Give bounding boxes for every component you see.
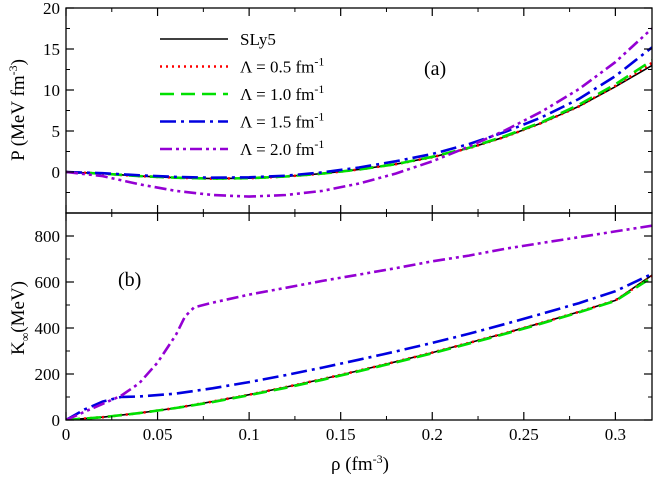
panel-a-series-l20	[66, 27, 652, 198]
legend-label-text: SLy5	[240, 30, 276, 49]
legend-item-sly5: SLy5	[160, 30, 276, 49]
x-tick-label: 0	[62, 425, 71, 444]
panel-a-ticks: 0 5 10 15 20	[43, 0, 652, 214]
legend-item-l20: Λ = 2.0 fm-1	[160, 137, 324, 159]
legend-item-l05: Λ = 0.5 fm-1	[160, 55, 324, 77]
y-tick-label: 0	[52, 163, 61, 182]
legend-label-text: Λ = 1.5 fm	[240, 113, 314, 132]
y-tick-label: 400	[35, 319, 61, 338]
y-axis-label-unit: (MeV)	[8, 281, 29, 333]
panel-a-series-sly5	[66, 64, 652, 180]
x-tick-label: 0.25	[509, 425, 539, 444]
panel-b-series-l20	[66, 224, 652, 420]
panel-a-y-axis-label: P (MeV fm-3)	[6, 59, 29, 161]
panel-a-series-l15	[66, 46, 652, 180]
x-axis-label-superscript: -3	[373, 452, 383, 466]
x-axis-label: ρ (fm-3)	[331, 452, 389, 475]
y-tick-label: 20	[43, 0, 60, 18]
panel-a-series-l10	[66, 59, 652, 180]
y-axis-label-close: )	[8, 59, 29, 65]
panel-b-label: (b)	[118, 269, 141, 291]
legend-label: Λ = 1.0 fm-1	[240, 82, 324, 104]
panel-b-series-l15	[66, 272, 652, 420]
y-tick-label: 15	[43, 40, 60, 59]
legend-label-superscript: -1	[314, 82, 324, 96]
panel-b-y-axis-label: K∞(MeV)	[8, 281, 32, 355]
legend-label: Λ = 2.0 fm-1	[240, 137, 324, 159]
y-tick-label: 600	[35, 273, 61, 292]
x-axis-label-text: ρ (fm	[331, 454, 373, 475]
y-axis-label-text: P (MeV fm	[8, 75, 29, 161]
legend-item-l15: Λ = 1.5 fm-1	[160, 110, 324, 132]
y-axis-label-text: K	[8, 341, 29, 355]
y-axis-label-subscript: ∞	[18, 333, 32, 342]
legend-label-superscript: -1	[314, 55, 324, 69]
legend-label: SLy5	[240, 30, 276, 49]
legend-label-text: Λ = 0.5 fm	[240, 58, 314, 77]
legend-item-l10: Λ = 1.0 fm-1	[160, 82, 324, 104]
legend-label-text: Λ = 1.0 fm	[240, 85, 314, 104]
x-tick-label: 0.2	[422, 425, 443, 444]
y-tick-label: 200	[35, 365, 61, 384]
panel-a-label: (a)	[424, 58, 446, 80]
panel-b-series-l05	[66, 275, 652, 420]
legend-label: Λ = 0.5 fm-1	[240, 55, 324, 77]
x-tick-label: 0.05	[143, 425, 173, 444]
panel-b-ticks: 0 200 400 600 800 0 0.05 0.1 0.15 0.2 0.25 0.3	[35, 212, 652, 444]
panel-b-frame	[65, 212, 653, 421]
legend-label: Λ = 1.5 fm-1	[240, 110, 324, 132]
legend-label-text: Λ = 2.0 fm	[240, 140, 314, 159]
panel-a-pressure: 0 5 10 15 20 (a) P (MeV fm-3) SLy5 Λ = 0.5 fm…	[6, 0, 653, 214]
x-axis-label-close: )	[383, 454, 389, 475]
panel-b-series-l10	[66, 276, 652, 420]
legend-label-superscript: -1	[314, 137, 324, 151]
x-tick-label: 0.1	[239, 425, 260, 444]
y-tick-label: 0	[52, 411, 61, 430]
y-tick-label: 800	[35, 227, 61, 246]
panel-a-series-l05	[66, 61, 652, 180]
x-tick-label: 0.3	[605, 425, 626, 444]
legend-label-superscript: -1	[314, 110, 324, 124]
y-tick-label: 10	[43, 81, 60, 100]
x-tick-label: 0.15	[326, 425, 356, 444]
y-tick-label: 5	[52, 122, 61, 141]
panel-b-series-sly5	[66, 274, 652, 420]
y-axis-label-superscript: -3	[6, 65, 20, 75]
